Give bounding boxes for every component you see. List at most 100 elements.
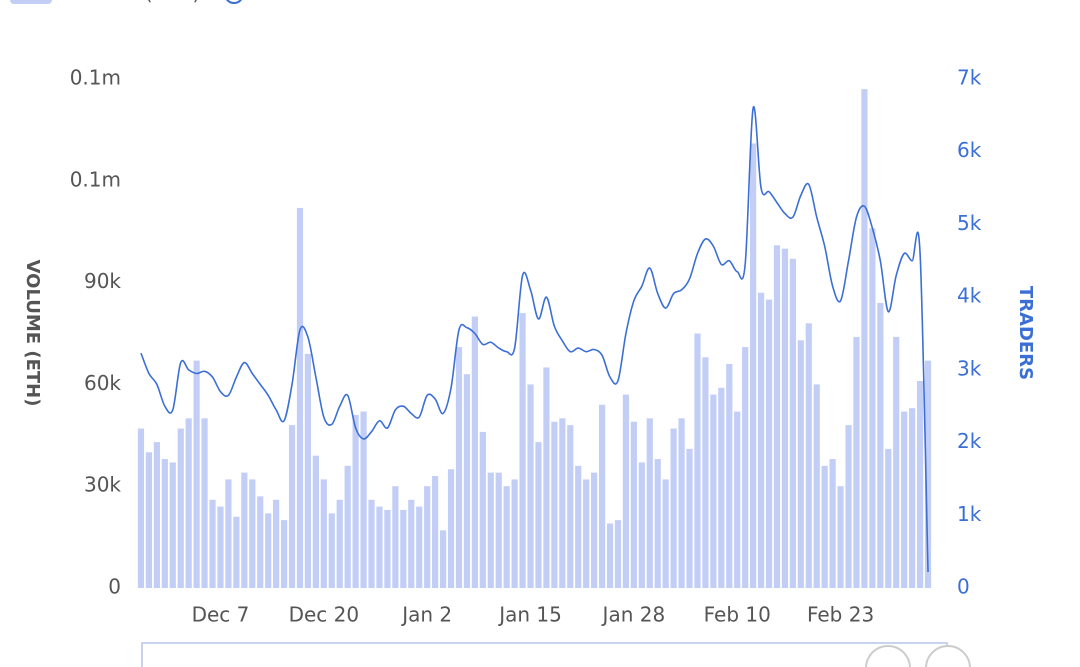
- bar: [606, 523, 614, 588]
- legend-swatch: [10, 0, 52, 4]
- bar: [869, 228, 876, 588]
- bar: [169, 462, 176, 588]
- y2-tick-label: 3k: [957, 356, 982, 380]
- bar: [797, 340, 804, 588]
- bar: [455, 347, 463, 588]
- bar: [344, 465, 351, 588]
- bar: [265, 513, 272, 588]
- range-navigator[interactable]: [141, 642, 948, 667]
- bar: [654, 459, 661, 588]
- bar: [702, 357, 709, 588]
- bar: [710, 394, 717, 588]
- y2-tick-label: 7k: [957, 66, 982, 90]
- bar: [447, 469, 455, 588]
- bar: [765, 299, 773, 588]
- y2-tick-label: 1k: [957, 502, 982, 526]
- bar: [575, 465, 582, 588]
- bar: [598, 404, 606, 588]
- y-tick-label: 0.1m: [70, 167, 121, 191]
- bar: [742, 347, 749, 588]
- y-tick-label: 30k: [84, 473, 121, 497]
- bar: [519, 313, 526, 588]
- bar: [304, 353, 312, 588]
- bar: [670, 428, 677, 588]
- bar: [678, 418, 685, 588]
- bar: [718, 387, 725, 588]
- x-tick-label: Feb 10: [704, 603, 771, 627]
- bar: [487, 472, 494, 588]
- bar: [384, 509, 391, 588]
- bar: [439, 530, 447, 588]
- bar: [829, 459, 836, 588]
- bar: [734, 411, 741, 588]
- bar: [614, 520, 622, 588]
- bar: [845, 425, 852, 588]
- x-tick-label: Jan 2: [400, 603, 452, 627]
- bar: [280, 520, 288, 588]
- x-tick-label: Jan 15: [497, 603, 562, 627]
- bar: [288, 425, 296, 588]
- bar: [177, 428, 184, 588]
- bar: [893, 336, 900, 588]
- bar: [320, 479, 327, 588]
- legend-swatch: [226, 0, 242, 4]
- bar: [185, 418, 192, 588]
- bar: [694, 333, 701, 588]
- y-axis-title: VOLUME (ETH): [22, 260, 43, 407]
- y-tick-label: 0.1m: [70, 66, 121, 90]
- bar: [153, 442, 160, 588]
- bar: [622, 394, 630, 588]
- bar: [400, 509, 407, 588]
- bar: [813, 384, 820, 588]
- bar: [503, 486, 510, 588]
- bar: [225, 479, 232, 588]
- bar: [551, 421, 558, 588]
- bar: [781, 248, 789, 588]
- bar: [257, 496, 264, 588]
- bar: [630, 421, 637, 588]
- bar: [559, 418, 566, 588]
- y2-tick-label: 6k: [957, 138, 982, 162]
- navigator-handle[interactable]: [925, 645, 971, 667]
- bar: [773, 245, 781, 589]
- y-tick-label: 60k: [84, 371, 121, 395]
- bar: [273, 499, 280, 588]
- bar: [646, 418, 653, 588]
- legend-label: Traders: [267, 0, 341, 5]
- bar: [916, 381, 924, 588]
- bar: [924, 360, 932, 588]
- bar: [209, 499, 216, 588]
- bar: [638, 462, 645, 588]
- x-tick-label: Dec 7: [192, 603, 250, 627]
- bar: [424, 486, 431, 588]
- bar: [328, 513, 335, 588]
- bar: [789, 258, 796, 588]
- bar: [567, 425, 574, 588]
- bar: [861, 89, 868, 589]
- bar: [161, 459, 168, 588]
- bar: [821, 465, 828, 588]
- bar: [145, 452, 153, 588]
- bar: [463, 374, 471, 588]
- bar: [757, 292, 765, 588]
- bar: [837, 486, 844, 588]
- x-tick-label: Jan 28: [601, 603, 666, 627]
- bar: [336, 499, 343, 588]
- bar: [432, 476, 439, 588]
- bar: [296, 207, 304, 589]
- bar: [853, 336, 860, 588]
- bar: [877, 302, 884, 588]
- bar: [543, 367, 550, 588]
- bar: [591, 472, 598, 588]
- bar: [686, 448, 693, 588]
- bar: [392, 486, 399, 588]
- bar: [360, 411, 367, 588]
- y-tick-label: 0: [108, 575, 121, 599]
- y2-tick-label: 0: [957, 575, 970, 599]
- y-tick-label: 90k: [84, 269, 121, 293]
- bar: [241, 472, 248, 588]
- bar: [479, 431, 486, 588]
- navigator-handle[interactable]: [865, 645, 911, 667]
- bar: [376, 506, 383, 588]
